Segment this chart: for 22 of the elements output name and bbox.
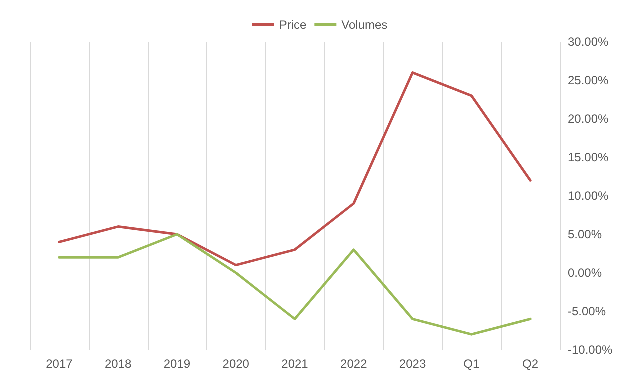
line-series — [58, 233, 532, 336]
y-tick-label: 10.00% — [568, 189, 610, 203]
line-series — [58, 72, 532, 267]
y-tick-label: 30.00% — [568, 35, 610, 49]
legend-label: Volumes — [342, 18, 388, 32]
x-tick-label: 2023 — [399, 357, 426, 371]
x-tick-label: 2019 — [164, 357, 191, 371]
y-tick-label: 5.00% — [568, 228, 602, 242]
y-tick-label: -10.00% — [568, 343, 614, 357]
y-tick-label: 15.00% — [568, 150, 610, 164]
x-tick-label: 2018 — [104, 357, 132, 371]
x-tick-label: 2021 — [282, 357, 309, 371]
x-tick-label: 2022 — [340, 357, 368, 371]
x-tick-label: Q1 — [464, 357, 480, 371]
y-tick-label: 0.00% — [568, 266, 602, 280]
legend-label: Price — [279, 18, 307, 32]
y-tick-label: -5.00% — [568, 304, 606, 318]
y-tick-label: 20.00% — [568, 112, 610, 126]
x-tick-label: Q2 — [522, 357, 539, 371]
x-tick-label: 2020 — [222, 357, 250, 371]
x-tick-label: 2017 — [46, 357, 74, 371]
y-tick-label: 25.00% — [568, 74, 610, 88]
